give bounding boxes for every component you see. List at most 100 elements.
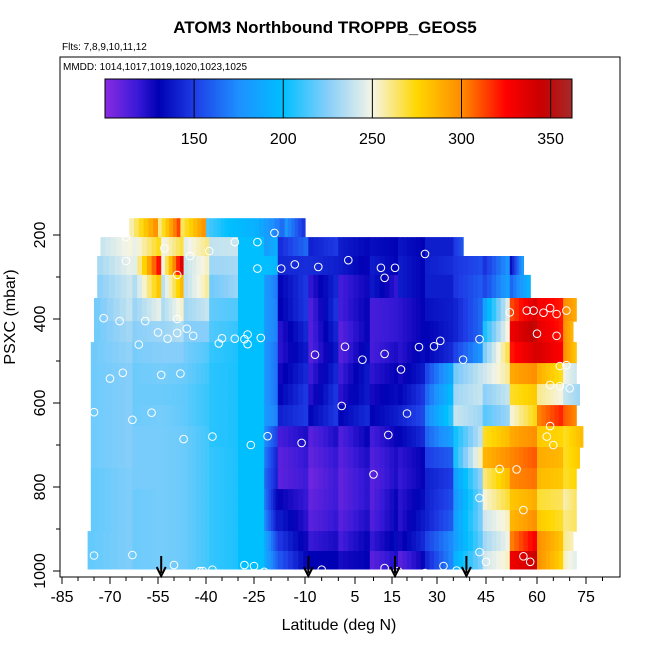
heatmap-cell bbox=[238, 531, 243, 552]
heatmap-cell bbox=[468, 426, 474, 448]
heatmap-cell bbox=[273, 384, 277, 406]
heatmap-cell bbox=[541, 384, 547, 406]
heatmap-cell bbox=[137, 405, 143, 427]
heatmap-cell bbox=[328, 489, 334, 511]
heatmap-cell bbox=[250, 531, 256, 552]
heatmap-cell bbox=[482, 447, 488, 469]
colorbar: 150 200 250 300 350 bbox=[104, 78, 573, 148]
heatmap-cell bbox=[176, 321, 181, 343]
heatmap-cell bbox=[468, 405, 474, 427]
heatmap-cell bbox=[238, 321, 243, 343]
heatmap-cell bbox=[176, 468, 181, 490]
heatmap-cell bbox=[353, 274, 360, 299]
heatmap-cell bbox=[233, 551, 239, 570]
heatmap-cell bbox=[505, 274, 511, 299]
heatmap-cell bbox=[516, 256, 520, 276]
heatmap-cell bbox=[438, 237, 445, 257]
heatmap-cell bbox=[288, 342, 294, 364]
heatmap-cell bbox=[438, 447, 445, 469]
heatmap-cell bbox=[233, 256, 239, 276]
heatmap-cell bbox=[318, 384, 324, 406]
heatmap-cell bbox=[187, 489, 193, 511]
heatmap-cell bbox=[537, 298, 542, 322]
heatmap-cell bbox=[487, 298, 493, 322]
heatmap-cell bbox=[564, 531, 567, 552]
heatmap-cell bbox=[550, 363, 556, 385]
heatmap-cell bbox=[125, 426, 133, 448]
heatmap-cell bbox=[505, 405, 511, 427]
heatmap-cell bbox=[273, 363, 277, 385]
heatmap-cell bbox=[275, 384, 279, 406]
heatmap-cell bbox=[146, 237, 153, 257]
heatmap-cell bbox=[487, 384, 493, 406]
heatmap-cell bbox=[264, 384, 268, 406]
heatmap-cell bbox=[323, 489, 329, 511]
heatmap-cell bbox=[104, 384, 113, 406]
heatmap-cell bbox=[323, 405, 329, 427]
heatmap-cell bbox=[463, 384, 469, 406]
heatmap-cell bbox=[200, 321, 206, 343]
heatmap-cell bbox=[374, 405, 381, 427]
heatmap-cell bbox=[303, 510, 309, 532]
heatmap-cell bbox=[233, 531, 239, 552]
heatmap-cell bbox=[118, 342, 126, 364]
y-tick-label: 400 bbox=[32, 306, 49, 333]
heatmap-cell bbox=[468, 298, 474, 322]
heatmap-cell bbox=[187, 468, 193, 490]
heatmap-cell bbox=[496, 274, 502, 299]
heatmap-cell bbox=[293, 363, 299, 385]
heatmap-cell bbox=[187, 237, 193, 257]
heatmap-cell bbox=[303, 256, 309, 276]
heatmap-cell bbox=[275, 237, 279, 257]
heatmap-cell bbox=[514, 405, 520, 427]
heatmap-cell bbox=[105, 237, 112, 257]
heatmap-cell bbox=[214, 531, 220, 552]
heatmap-cell bbox=[187, 510, 193, 532]
heatmap-cell bbox=[523, 384, 529, 406]
heatmap-cell bbox=[214, 274, 220, 299]
heatmap-cell bbox=[453, 274, 459, 299]
heatmap-cell bbox=[137, 363, 143, 385]
heatmap-cell bbox=[458, 447, 464, 469]
heatmap-cell bbox=[250, 426, 256, 448]
heatmap-cell bbox=[204, 274, 210, 299]
heatmap-cell bbox=[228, 531, 234, 552]
heatmap-cell bbox=[472, 551, 479, 570]
heatmap-cell bbox=[183, 551, 189, 570]
heatmap-cell bbox=[458, 468, 464, 490]
heatmap-cell bbox=[183, 298, 189, 322]
heatmap-cell bbox=[448, 426, 454, 448]
heatmap-cell bbox=[411, 551, 417, 570]
heatmap-cell bbox=[574, 405, 577, 427]
heatmap-cell bbox=[514, 531, 520, 552]
heatmap-cell bbox=[425, 274, 431, 299]
heatmap-cell bbox=[164, 468, 170, 490]
heatmap-cell bbox=[196, 321, 202, 343]
heatmap-cell bbox=[402, 256, 408, 276]
heatmap-cell bbox=[271, 384, 274, 406]
heatmap-cell bbox=[358, 237, 365, 257]
heatmap-cell bbox=[282, 405, 289, 427]
heatmap-cell bbox=[250, 510, 256, 532]
heatmap-cell bbox=[443, 510, 449, 532]
heatmap-cell bbox=[411, 342, 417, 364]
heatmap-cell bbox=[434, 468, 440, 490]
heatmap-cell bbox=[402, 274, 408, 299]
heatmap-cell bbox=[308, 274, 314, 299]
heatmap-cell bbox=[420, 237, 426, 257]
heatmap-cell bbox=[121, 237, 128, 257]
heatmap-cell bbox=[402, 237, 408, 257]
heatmap-cell bbox=[374, 468, 381, 490]
heatmap-cell bbox=[348, 298, 354, 322]
heatmap-cell bbox=[176, 551, 181, 570]
heatmap-cell bbox=[384, 274, 391, 299]
heatmap-cell bbox=[402, 510, 408, 532]
heatmap-cell bbox=[472, 489, 479, 511]
heatmap-cell bbox=[298, 237, 304, 257]
heatmap-cell bbox=[100, 321, 108, 343]
heatmap-cell bbox=[407, 274, 413, 299]
sample-point bbox=[552, 331, 561, 341]
heatmap-cell bbox=[293, 426, 299, 448]
heatmap-cell bbox=[374, 551, 381, 570]
heatmap-cell bbox=[520, 274, 524, 299]
